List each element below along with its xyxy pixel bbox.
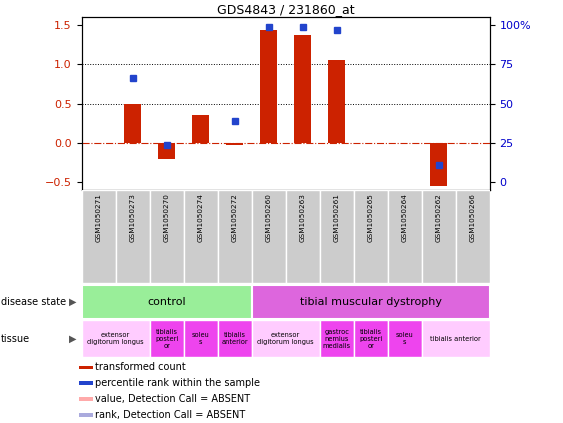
Text: tibialis anterior: tibialis anterior xyxy=(431,336,481,342)
Text: tibialis
posteri
or: tibialis posteri or xyxy=(155,329,178,349)
Text: extensor
digitorum longus: extensor digitorum longus xyxy=(87,332,144,345)
Text: extensor
digitorum longus: extensor digitorum longus xyxy=(257,332,314,345)
Bar xyxy=(388,190,422,283)
Bar xyxy=(184,190,218,283)
Text: rank, Detection Call = ABSENT: rank, Detection Call = ABSENT xyxy=(95,410,245,420)
Text: GSM1050273: GSM1050273 xyxy=(129,193,136,242)
Bar xyxy=(158,143,175,159)
Bar xyxy=(79,413,92,417)
Bar xyxy=(192,115,209,143)
Text: GSM1050263: GSM1050263 xyxy=(300,193,306,242)
Text: ▶: ▶ xyxy=(69,334,76,344)
Text: GSM1050264: GSM1050264 xyxy=(402,193,408,242)
Bar xyxy=(82,285,252,319)
Bar xyxy=(388,320,422,357)
Bar xyxy=(79,382,92,385)
Text: GSM1050274: GSM1050274 xyxy=(198,193,204,242)
Bar xyxy=(218,320,252,357)
Bar xyxy=(422,320,490,357)
Bar xyxy=(150,320,184,357)
Bar xyxy=(226,143,243,145)
Text: value, Detection Call = ABSENT: value, Detection Call = ABSENT xyxy=(95,394,250,404)
Bar xyxy=(285,190,320,283)
Bar xyxy=(79,365,92,369)
Title: GDS4843 / 231860_at: GDS4843 / 231860_at xyxy=(217,3,355,16)
Text: soleu
s: soleu s xyxy=(396,332,414,345)
Text: tibialis
posteri
or: tibialis posteri or xyxy=(359,329,382,349)
Bar xyxy=(252,320,320,357)
Text: disease state: disease state xyxy=(1,297,66,307)
Bar xyxy=(294,35,311,143)
Text: transformed count: transformed count xyxy=(95,363,186,373)
Bar xyxy=(328,60,345,143)
Text: gastroc
nemius
medialis: gastroc nemius medialis xyxy=(323,329,351,349)
Text: tissue: tissue xyxy=(1,334,30,344)
Text: GSM1050270: GSM1050270 xyxy=(164,193,169,242)
Bar xyxy=(252,190,286,283)
Bar xyxy=(184,320,218,357)
Text: tibialis
anterior: tibialis anterior xyxy=(221,332,248,345)
Bar xyxy=(82,320,150,357)
Bar xyxy=(422,190,456,283)
Text: soleu
s: soleu s xyxy=(192,332,209,345)
Bar xyxy=(320,320,354,357)
Bar xyxy=(218,190,252,283)
Text: GSM1050266: GSM1050266 xyxy=(470,193,476,242)
Bar xyxy=(354,190,388,283)
Text: control: control xyxy=(148,297,186,307)
Bar xyxy=(150,190,184,283)
Text: percentile rank within the sample: percentile rank within the sample xyxy=(95,378,260,388)
Bar xyxy=(354,320,388,357)
Text: GSM1050261: GSM1050261 xyxy=(334,193,339,242)
Text: GSM1050260: GSM1050260 xyxy=(266,193,272,242)
Text: tibial muscular dystrophy: tibial muscular dystrophy xyxy=(300,297,442,307)
Bar xyxy=(456,190,490,283)
Bar xyxy=(430,143,447,187)
Bar xyxy=(252,285,490,319)
Bar xyxy=(79,397,92,401)
Text: GSM1050271: GSM1050271 xyxy=(96,193,102,242)
Bar xyxy=(320,190,354,283)
Bar xyxy=(124,104,141,143)
Text: GSM1050262: GSM1050262 xyxy=(436,193,442,242)
Text: GSM1050272: GSM1050272 xyxy=(232,193,238,242)
Text: GSM1050265: GSM1050265 xyxy=(368,193,374,242)
Bar xyxy=(115,190,150,283)
Bar xyxy=(260,30,277,143)
Bar xyxy=(82,190,115,283)
Text: ▶: ▶ xyxy=(69,297,76,307)
